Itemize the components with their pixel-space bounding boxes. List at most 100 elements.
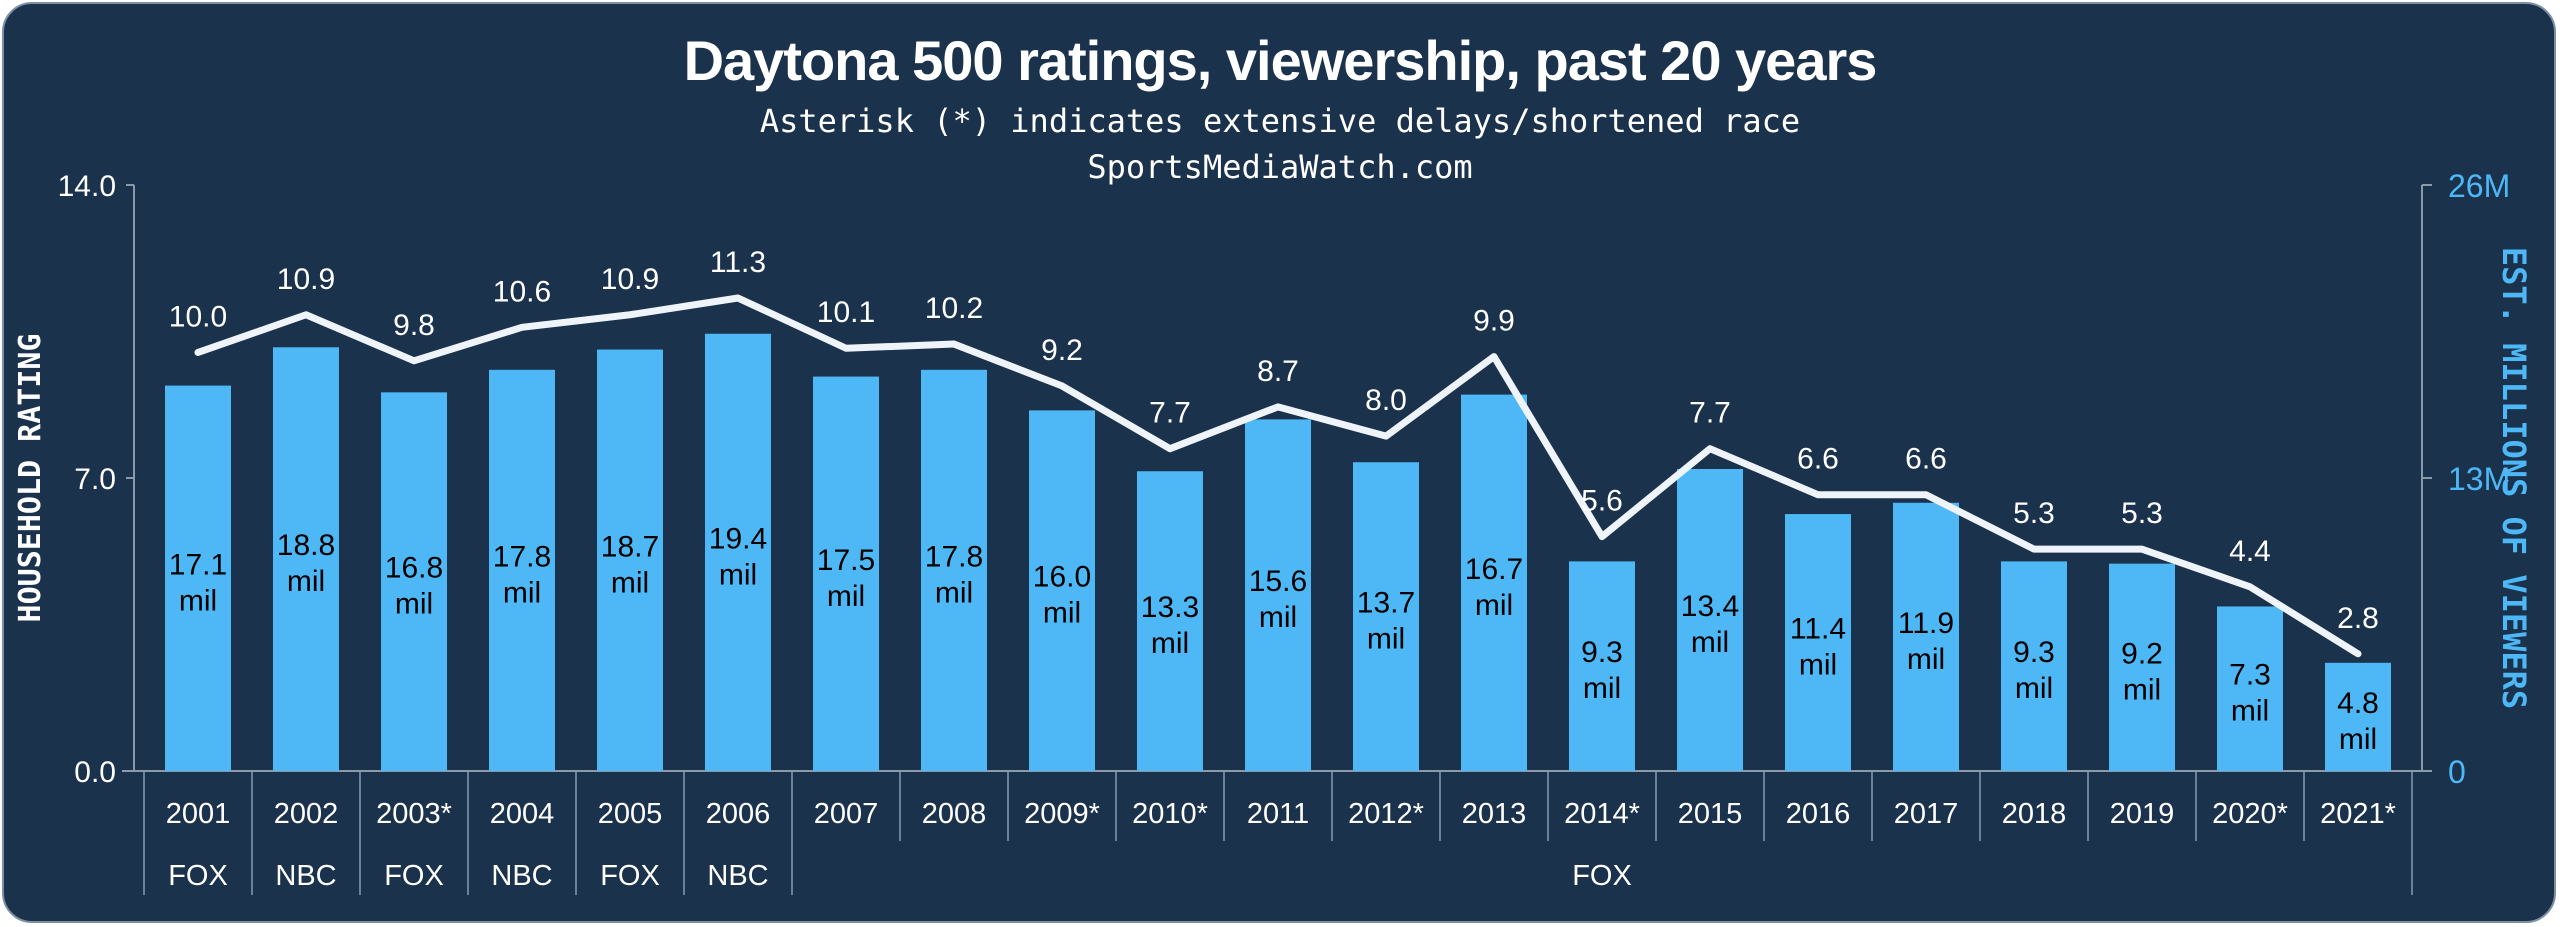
bar-value-label: 13.4 xyxy=(1681,590,1739,623)
viewers-bar xyxy=(921,369,987,771)
chart-subtitle: Asterisk (*) indicates extensive delays/… xyxy=(759,102,1801,140)
viewers-bar xyxy=(1137,471,1203,771)
bar-value-label: 17.5 xyxy=(817,544,875,577)
bar-value-label: 9.2 xyxy=(2121,637,2163,670)
rating-label: 9.2 xyxy=(1041,334,1083,367)
year-label: 2008 xyxy=(922,798,987,830)
chart-title: Daytona 500 ratings, viewership, past 20… xyxy=(683,29,1878,92)
year-label: 2016 xyxy=(1786,798,1851,830)
bar-value-label: 9.3 xyxy=(2013,636,2055,669)
bar-unit-label: mil xyxy=(2339,723,2377,756)
rating-label: 5.6 xyxy=(1581,485,1623,518)
left-axis-title: HOUSEHOLD RATING xyxy=(13,334,48,623)
bar-unit-label: mil xyxy=(1475,589,1513,622)
bar-value-label: 9.3 xyxy=(1581,636,1623,669)
rating-label: 6.6 xyxy=(1797,443,1839,476)
bar-unit-label: mil xyxy=(287,565,325,598)
rating-label: 2.8 xyxy=(2337,602,2379,635)
bar-unit-label: mil xyxy=(179,584,217,617)
left-tick-label: 7.0 xyxy=(74,463,116,496)
bar-value-label: 17.1 xyxy=(169,548,227,581)
rating-line xyxy=(194,294,2362,658)
viewers-bar xyxy=(1461,394,1527,771)
viewers-bar xyxy=(1893,502,1959,771)
bar-unit-label: mil xyxy=(1691,626,1729,659)
rating-label: 9.8 xyxy=(393,309,435,342)
year-label: 2020* xyxy=(2212,798,2288,830)
year-label: 2019 xyxy=(2110,798,2175,830)
bar-value-label: 17.8 xyxy=(493,540,551,573)
viewers-bar xyxy=(165,385,231,771)
year-label: 2007 xyxy=(814,798,879,830)
viewers-bar xyxy=(2109,563,2175,771)
bar-unit-label: mil xyxy=(1151,627,1189,660)
bar-unit-label: mil xyxy=(1043,597,1081,630)
viewers-bar xyxy=(273,347,339,771)
network-label: FOX xyxy=(384,860,444,892)
viewers-bar xyxy=(1785,514,1851,771)
rating-label: 4.4 xyxy=(2229,535,2271,568)
right-tick-label: 13M xyxy=(2448,461,2510,497)
right-tick-label: 0 xyxy=(2448,754,2466,790)
viewers-bar xyxy=(381,392,447,771)
viewers-bar xyxy=(2001,561,2067,771)
right-axis-title: EST. MILLIONS OF VIEWERS xyxy=(2495,247,2533,709)
bar-unit-label: mil xyxy=(935,576,973,609)
bar-value-label: 7.3 xyxy=(2229,659,2271,692)
bar-value-label: 11.9 xyxy=(1898,607,1954,640)
year-label: 2015 xyxy=(1678,798,1743,830)
rating-label: 10.2 xyxy=(925,292,983,325)
year-label: 2011 xyxy=(1247,798,1309,830)
bar-unit-label: mil xyxy=(1799,649,1837,682)
bar-value-label: 19.4 xyxy=(709,522,767,555)
bar-unit-label: mil xyxy=(2231,695,2269,728)
rating-label: 8.7 xyxy=(1257,355,1299,388)
year-label: 2018 xyxy=(2002,798,2067,830)
rating-label: 5.3 xyxy=(2121,497,2163,530)
viewers-bar xyxy=(705,333,771,771)
viewers-bar xyxy=(489,369,555,771)
network-label: FOX xyxy=(168,860,228,892)
year-label: 2012* xyxy=(1348,798,1424,830)
bar-unit-label: mil xyxy=(1907,643,1945,676)
year-label: 2005 xyxy=(598,798,663,830)
bar-value-label: 18.7 xyxy=(601,530,659,563)
rating-label: 10.6 xyxy=(493,275,551,308)
bar-value-label: 16.0 xyxy=(1033,561,1091,594)
bar-value-label: 13.7 xyxy=(1357,587,1415,620)
viewers-bar xyxy=(1677,468,1743,771)
bar-unit-label: mil xyxy=(395,588,433,621)
rating-label: 9.9 xyxy=(1473,305,1515,338)
viewers-bar xyxy=(1245,419,1311,771)
rating-label: 7.7 xyxy=(1689,397,1731,430)
bar-unit-label: mil xyxy=(827,580,865,613)
bar-unit-label: mil xyxy=(1583,672,1621,705)
rating-label: 8.0 xyxy=(1365,384,1407,417)
bar-unit-label: mil xyxy=(1259,601,1297,634)
chart-source: SportsMediaWatch.com xyxy=(1087,148,1473,186)
network-label: NBC xyxy=(707,860,768,892)
year-label: 2004 xyxy=(490,798,555,830)
network-label: FOX xyxy=(1572,860,1632,892)
year-label: 2013 xyxy=(1462,798,1527,830)
rating-label: 10.1 xyxy=(817,296,875,329)
year-label: 2006 xyxy=(706,798,771,830)
rating-label: 5.3 xyxy=(2013,497,2055,530)
year-label: 2003* xyxy=(376,798,452,830)
network-label: NBC xyxy=(275,860,336,892)
year-label: 2021* xyxy=(2320,798,2396,830)
bar-unit-label: mil xyxy=(1367,623,1405,656)
bar-value-label: 18.8 xyxy=(277,529,335,562)
viewers-bar xyxy=(1029,410,1095,771)
bar-unit-label: mil xyxy=(503,576,541,609)
rating-label: 10.9 xyxy=(601,263,659,296)
bar-unit-label: mil xyxy=(611,566,649,599)
rating-label: 10.0 xyxy=(169,300,227,333)
bar-value-label: 4.8 xyxy=(2337,687,2379,720)
year-label: 2001 xyxy=(166,798,231,830)
year-label: 2009* xyxy=(1024,798,1100,830)
viewers-bar xyxy=(1569,561,1635,771)
rating-label: 6.6 xyxy=(1905,443,1947,476)
bar-unit-label: mil xyxy=(2123,673,2161,706)
